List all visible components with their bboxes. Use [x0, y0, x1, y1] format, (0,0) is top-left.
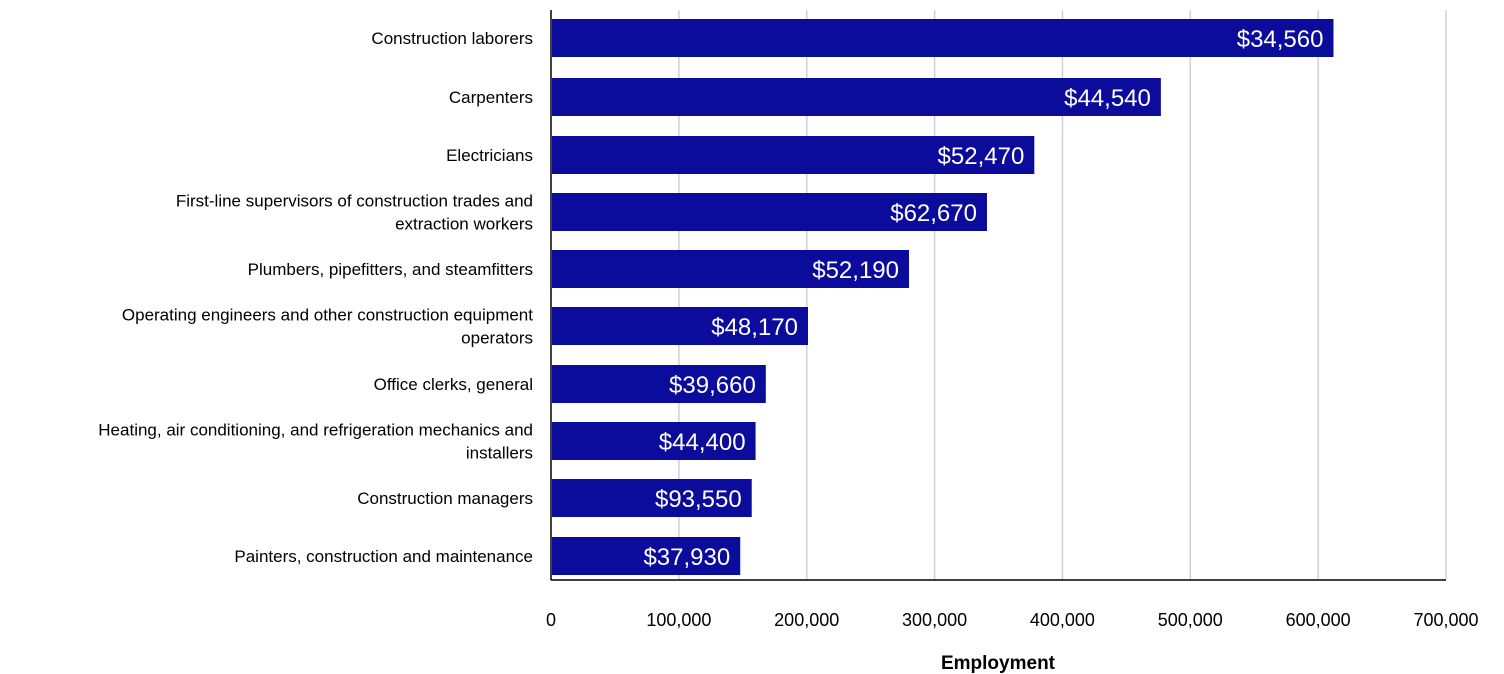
category-label: Carpenters [449, 88, 533, 107]
bar-data-label: $52,470 [938, 143, 1025, 170]
category-label: First-line supervisors of construction t… [176, 192, 533, 211]
category-label: Painters, construction and maintenance [234, 547, 533, 566]
bar [552, 250, 909, 288]
bar [552, 19, 1334, 57]
x-tick-label: 400,000 [1030, 610, 1095, 630]
category-label: Electricians [446, 146, 533, 165]
category-label: Heating, air conditioning, and refrigera… [98, 421, 533, 440]
x-axis-title: Employment [941, 653, 1056, 674]
category-label: operators [461, 329, 533, 348]
category-label: installers [466, 444, 533, 463]
x-tick-label: 100,000 [646, 610, 711, 630]
bar-data-label: $52,190 [812, 257, 899, 284]
bar [552, 307, 808, 345]
x-tick-label: 500,000 [1158, 610, 1223, 630]
category-label: Plumbers, pipefitters, and steamfitters [248, 260, 533, 279]
bars: $34,560 $44,540 $52,470 $62,670 $52,190 $48,1… [552, 19, 1334, 575]
bar [552, 365, 766, 403]
bar [552, 193, 987, 231]
bar-data-label: $44,540 [1064, 85, 1151, 112]
x-tick-labels: 0 100,000 200,000 300,000 400,000 500,000 600,… [546, 610, 1479, 630]
x-tick-label: 600,000 [1286, 610, 1351, 630]
bar [552, 78, 1161, 116]
bar [552, 479, 752, 517]
x-tick-label: 300,000 [902, 610, 967, 630]
category-labels: Construction laborers Carpenters Electrici… [98, 29, 533, 566]
category-label: Construction managers [357, 489, 533, 508]
bar [552, 136, 1035, 174]
x-tick-label: 700,000 [1413, 610, 1478, 630]
category-label: Operating engineers and other constructi… [122, 306, 533, 325]
category-label: Construction laborers [371, 29, 533, 48]
bar-data-label: $62,670 [890, 200, 977, 227]
x-tick-label: 0 [546, 610, 556, 630]
bar-data-label: $93,550 [655, 486, 742, 513]
bar-data-label: $34,560 [1237, 26, 1324, 53]
bar-data-label: $37,930 [643, 544, 730, 571]
bar [552, 537, 741, 575]
category-label: extraction workers [395, 215, 533, 234]
axes [550, 10, 1446, 581]
bar [552, 422, 756, 460]
bar-data-label: $39,660 [669, 372, 756, 399]
bar-data-label: $48,170 [711, 314, 798, 341]
x-tick-label: 200,000 [774, 610, 839, 630]
bar-data-label: $44,400 [659, 429, 746, 456]
category-label: Office clerks, general [374, 375, 533, 394]
